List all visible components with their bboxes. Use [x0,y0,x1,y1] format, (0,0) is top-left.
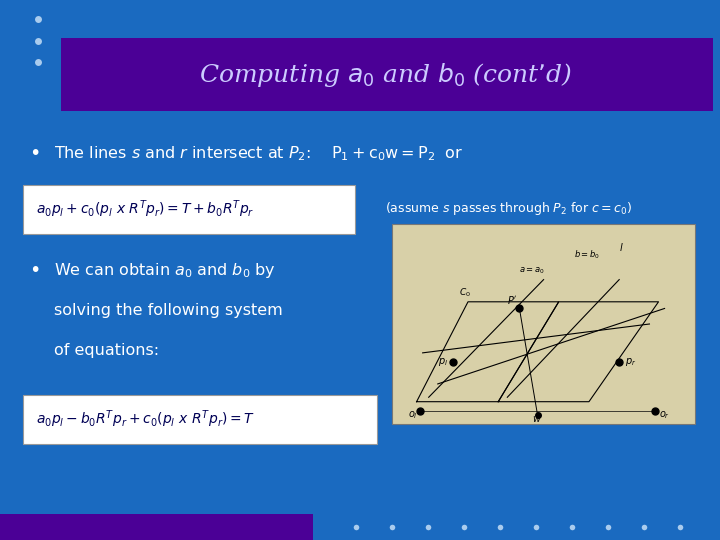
Text: $o_r$: $o_r$ [659,409,670,421]
Text: $o_l$: $o_l$ [408,409,418,421]
FancyBboxPatch shape [23,395,377,444]
Text: The lines $s$ and $r$ intersect at $P_2$:    $\mathrm{P_1+c_0w = P_2}$  or: The lines $s$ and $r$ intersect at $P_2$… [54,145,464,163]
Text: of equations:: of equations: [54,343,159,359]
Text: $P'$: $P'$ [508,294,518,306]
Text: $a=a_0$: $a=a_0$ [519,266,545,276]
FancyBboxPatch shape [392,224,695,424]
Text: $a_0 p_l - b_0R^T p_r + c_0(p_l\ x\ R^T p_r) = T$: $a_0 p_l - b_0R^T p_r + c_0(p_l\ x\ R^T … [36,409,255,430]
Text: $p_l$: $p_l$ [438,356,448,368]
Text: $w$: $w$ [531,414,541,424]
FancyBboxPatch shape [61,38,713,111]
FancyBboxPatch shape [23,185,355,234]
Text: We can obtain $a_0$ and $b_0$ by: We can obtain $a_0$ and $b_0$ by [54,260,276,280]
Text: $b=b_0$: $b=b_0$ [574,248,600,261]
Text: $a_0p_l + c_0(p_l\ x\ R^T p_r) = T + b_0R^T p_r$: $a_0p_l + c_0(p_l\ x\ R^T p_r) = T + b_0… [36,198,254,220]
Text: $p_r$: $p_r$ [625,356,636,368]
Text: solving the following system: solving the following system [54,303,283,318]
Text: •: • [29,260,40,280]
Text: Computing $a_0$ and $b_0$ (cont’d): Computing $a_0$ and $b_0$ (cont’d) [199,60,572,89]
Text: $C_0$: $C_0$ [459,286,471,299]
Text: (assume $s$ passes through $P_2$ for $c = c_0$): (assume $s$ passes through $P_2$ for $c … [385,200,633,218]
Text: $l$: $l$ [619,241,624,253]
FancyBboxPatch shape [0,514,313,540]
Text: •: • [29,144,40,164]
